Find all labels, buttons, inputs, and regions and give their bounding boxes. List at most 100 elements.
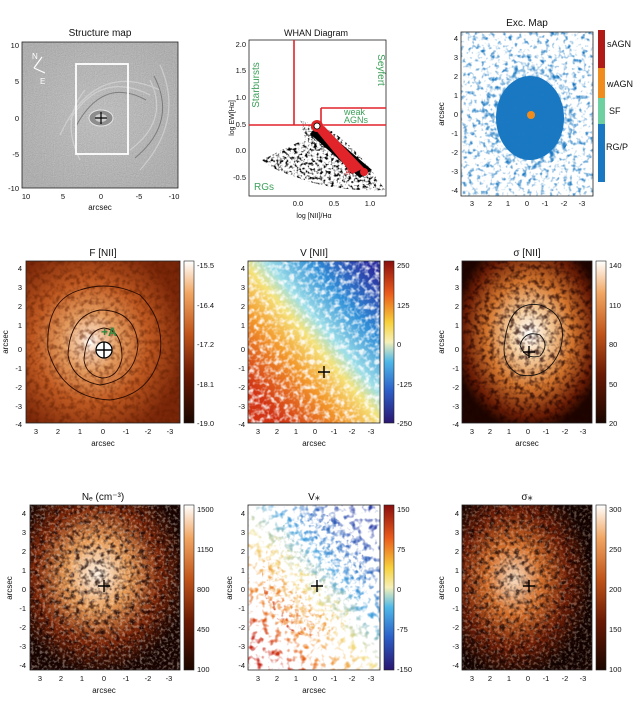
compass <box>33 56 46 74</box>
tick-label: 3 <box>470 674 474 683</box>
tick-label: 250 <box>397 261 410 270</box>
tick-label: 0 <box>241 345 245 354</box>
tick-label: 3 <box>454 53 458 62</box>
tick-label: -1 <box>543 674 550 683</box>
tick-label: 1.0 <box>236 93 246 102</box>
region-markers <box>311 120 368 176</box>
x-axis-label: arcsec <box>515 439 539 448</box>
tick-label: -1 <box>451 129 458 138</box>
panel-title: Exc. Map <box>506 18 548 29</box>
tick-label: -4 <box>451 186 458 195</box>
tick-label: -2 <box>349 427 356 436</box>
region-label-rgs: RGs <box>254 182 274 193</box>
colorbar <box>383 260 395 424</box>
tick-label: -3 <box>368 674 375 683</box>
tick-label: 4 <box>241 264 245 273</box>
y-ticks: 4 3 2 1 0 -1 -2 -3 -4 <box>19 509 26 670</box>
tick-label: 2 <box>488 427 492 436</box>
tick-label: -1 <box>238 364 245 373</box>
x-ticks: 3 2 1 0 -1 -2 -3 <box>38 674 172 683</box>
tick-label: 0 <box>241 585 245 594</box>
tick-label: 3 <box>241 528 245 537</box>
panel-title: Structure map <box>69 28 132 39</box>
tick-label: 3 <box>256 674 260 683</box>
x-axis-label: arcsec <box>92 686 116 695</box>
tick-label: 0.0 <box>236 146 246 155</box>
tick-label: 200 <box>609 585 622 594</box>
y-ticks: 4 3 2 1 0 -1 -2 -3 -4 <box>238 509 245 670</box>
tick-label: 4 <box>455 509 459 518</box>
tick-label: 1 <box>507 427 511 436</box>
tick-label: -1 <box>19 604 26 613</box>
y-axis-label: log EW[Hα] <box>229 100 236 136</box>
tick-label: -2 <box>561 199 568 208</box>
tick-label: 1.5 <box>236 66 246 75</box>
tick-label: 0 <box>397 340 401 349</box>
tick-label: -10 <box>8 184 19 193</box>
region-label-starbursts: Starbursts <box>251 62 262 108</box>
tick-label: 0 <box>102 674 106 683</box>
legend-label: SF <box>609 106 621 116</box>
tick-label: 3 <box>22 528 26 537</box>
tick-label: -2 <box>562 674 569 683</box>
panel-structure-map: Structure map N E <box>8 28 179 212</box>
tick-label: -3 <box>167 427 174 436</box>
tick-label: 2 <box>18 302 22 311</box>
colorbar <box>183 504 195 671</box>
colorbar-ticks: -15.5 -16.4 -17.2 -18.1 -19.0 <box>197 261 214 428</box>
tick-label: 125 <box>397 301 410 310</box>
colorbar <box>595 260 607 424</box>
tick-label: -4 <box>15 420 22 429</box>
y-ticks: 4 3 2 1 0 -1 -2 -3 -4 <box>452 264 459 429</box>
tick-label: -1 <box>542 199 549 208</box>
colorbar-ticks: 300 250 200 150 100 <box>609 505 622 674</box>
tick-label: -0.5 <box>233 173 246 182</box>
tick-label: 2 <box>275 674 279 683</box>
flux-map <box>26 261 180 423</box>
panel-title: Nₑ (cm⁻³) <box>82 492 124 503</box>
panel-electron-density: Nₑ (cm⁻³) 1500 1150 800 450 100 4 3 2 1 … <box>5 492 214 695</box>
tick-label: 2 <box>56 427 60 436</box>
tick-label: 2 <box>454 72 458 81</box>
tick-label: -4 <box>238 661 245 670</box>
tick-label: -3 <box>368 427 375 436</box>
tick-label: 80 <box>609 340 617 349</box>
colorbar-ticks: 250 125 0 -125 -250 <box>397 261 412 428</box>
tick-label: -2 <box>238 383 245 392</box>
tick-label: 3 <box>455 528 459 537</box>
tick-label: -18.1 <box>197 380 214 389</box>
tick-label: -2 <box>452 623 459 632</box>
tick-label: 0.0 <box>293 199 303 208</box>
tick-label: 300 <box>609 505 622 514</box>
tick-label: 0 <box>313 427 317 436</box>
y-ticks: 4 3 2 1 0 -1 -2 -3 -4 <box>452 509 459 670</box>
panel-title: WHAN Diagram <box>284 28 348 38</box>
colorbar <box>383 504 395 671</box>
colorbar <box>595 504 607 671</box>
tick-label: 0.5 <box>236 120 246 129</box>
y-axis-label: arcsec <box>437 330 446 354</box>
panel-whan-diagram: WHAN Diagram A Starbursts Seyfert weak A… <box>229 28 387 220</box>
tick-label: 1 <box>78 427 82 436</box>
tick-label: 20 <box>609 419 617 428</box>
tick-label: 250 <box>609 545 622 554</box>
tick-label: -4 <box>452 661 459 670</box>
tick-label: -2 <box>451 148 458 157</box>
tick-label: 110 <box>609 301 621 310</box>
tick-label: 3 <box>18 283 22 292</box>
tick-label: 1 <box>18 321 22 330</box>
tick-label: -2 <box>452 383 459 392</box>
tick-label: 1 <box>455 321 459 330</box>
tick-label: 150 <box>397 505 410 514</box>
class-legend: sAGN wAGN SF RG/P <box>598 30 633 182</box>
legend-swatch-sf <box>598 98 605 124</box>
tick-label: -2 <box>562 427 569 436</box>
tick-label: 3 <box>455 283 459 292</box>
tick-label: 800 <box>197 585 210 594</box>
x-ticks: 10 5 0 -5 -10 <box>22 192 180 201</box>
panel-velocity-nii: V [NII] 250 125 0 -125 -250 4 3 2 1 0 -1… <box>238 248 412 448</box>
panel-title: σ [NII] <box>513 248 541 259</box>
tick-label: -4 <box>452 420 459 429</box>
tick-label: -3 <box>452 642 459 651</box>
tick-label: 1 <box>241 321 245 330</box>
